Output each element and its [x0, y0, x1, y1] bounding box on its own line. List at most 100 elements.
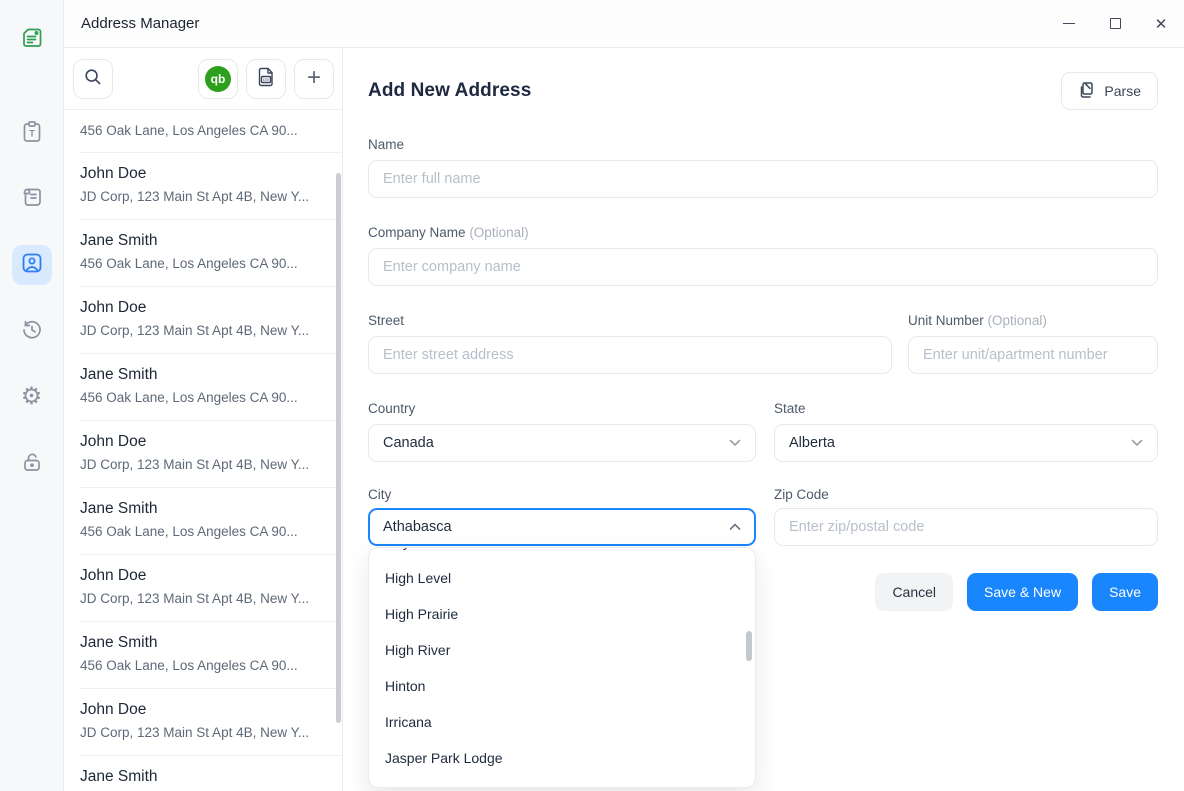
form-actions: Cancel Save & New Save — [368, 573, 1158, 611]
field-zip: Zip Code — [774, 462, 1158, 546]
titlebar: Address Manager ✕ — [64, 0, 1184, 48]
divider — [80, 755, 342, 756]
field-country: Country Canada — [368, 374, 756, 462]
optional-tag: (Optional) — [987, 313, 1047, 328]
rail-item-settings[interactable]: ⚙ — [12, 377, 52, 417]
parse-button[interactable]: Parse — [1061, 72, 1158, 110]
plus-icon: + — [306, 63, 321, 91]
csv-file-icon: csv — [255, 66, 277, 91]
window-controls: ✕ — [1046, 0, 1184, 47]
sidebar-actions: qb csv + — [198, 58, 334, 99]
field-state: State Alberta — [774, 374, 1158, 462]
save-button[interactable]: Save — [1092, 573, 1158, 611]
note-tag-icon — [19, 25, 45, 56]
svg-text:T: T — [29, 128, 35, 139]
street-input[interactable] — [368, 336, 892, 374]
contact-item[interactable]: Jane Smith 456 Oak Lane, Los Angeles CA … — [80, 232, 298, 271]
city-option[interactable]: High River — [385, 642, 451, 658]
field-company: Company Name (Optional) — [368, 224, 1158, 286]
optional-tag: (Optional) — [469, 225, 529, 240]
rail-item-history[interactable] — [12, 312, 52, 352]
close-button[interactable]: ✕ — [1138, 0, 1184, 47]
minimize-button[interactable] — [1046, 0, 1092, 47]
contact-item[interactable]: 456 Oak Lane, Los Angeles CA 90... — [80, 123, 298, 138]
unit-input[interactable] — [908, 336, 1158, 374]
rail-item-notes[interactable] — [12, 20, 52, 60]
field-name: Name — [368, 136, 1158, 198]
quickbooks-import-button[interactable]: qb — [198, 58, 238, 99]
contacts-sidebar: qb csv + 456 Oak Lane, Los Angeles C — [64, 48, 343, 791]
contact-list: 456 Oak Lane, Los Angeles CA 90... John … — [64, 110, 342, 791]
name-input[interactable] — [368, 160, 1158, 198]
city-option[interactable]: Jasper Park Lodge — [385, 750, 503, 766]
sidebar-toolbar: qb csv + — [64, 48, 342, 110]
quickbooks-icon: qb — [205, 65, 231, 92]
city-option[interactable]: High Prairie — [385, 606, 459, 622]
country-label: Country — [368, 401, 416, 416]
city-dropdown: Hay Lakes High Level High Prairie High R… — [368, 547, 756, 788]
divider — [80, 487, 342, 488]
field-city: City Athabasca — [368, 462, 756, 546]
state-select[interactable]: Alberta — [774, 424, 1158, 462]
clipboard-text-icon: T — [19, 119, 45, 150]
divider — [80, 286, 342, 287]
city-option[interactable]: Irricana — [385, 714, 432, 730]
cancel-button[interactable]: Cancel — [875, 573, 954, 611]
dropdown-scrollbar[interactable] — [746, 631, 752, 661]
maximize-button[interactable] — [1092, 0, 1138, 47]
search-icon — [83, 67, 103, 90]
page-title: Add New Address — [368, 80, 532, 101]
maximize-icon — [1109, 18, 1121, 29]
add-address-button[interactable]: + — [294, 58, 334, 99]
history-icon — [19, 317, 45, 348]
contacts-icon — [19, 250, 45, 281]
divider — [80, 353, 342, 354]
city-option[interactable]: Hinton — [385, 678, 426, 694]
row-city-zip: City Athabasca Zip Code — [368, 462, 1158, 546]
save-and-new-button[interactable]: Save & New — [967, 573, 1079, 611]
rail-item-contacts[interactable] — [11, 245, 52, 285]
row-country-state: Country Canada State Alberta — [368, 374, 1158, 462]
contact-item[interactable]: Jane Smith 456 Oak Lane, Los Angeles CA … — [80, 366, 298, 405]
app-title: Address Manager — [81, 15, 200, 32]
city-select[interactable]: Athabasca — [368, 508, 756, 546]
contact-item[interactable]: John Doe JD Corp, 123 Main St Apt 4B, Ne… — [80, 701, 310, 740]
icon-rail: T — [0, 0, 64, 791]
divider — [80, 621, 342, 622]
field-street: Street — [368, 286, 892, 374]
unlock-icon — [19, 449, 45, 480]
city-label: City — [368, 487, 392, 502]
divider — [80, 554, 342, 555]
contact-list-scrollbar[interactable] — [336, 173, 341, 723]
divider — [80, 420, 342, 421]
chevron-down-icon — [1131, 435, 1143, 451]
contact-item[interactable]: Jane Smith 456 Oak Lane, Los Angeles CA … — [80, 500, 298, 539]
rail-item-receipts[interactable] — [12, 179, 52, 219]
contact-item[interactable]: Jane Smith 456 Oak Lane, Los Angeles CA … — [80, 634, 298, 673]
divider — [80, 688, 342, 689]
country-select[interactable]: Canada — [368, 424, 756, 462]
chevron-down-icon — [729, 435, 741, 451]
company-input[interactable] — [368, 248, 1158, 286]
city-option[interactable]: High Level — [385, 570, 452, 586]
zip-label: Zip Code — [774, 487, 829, 502]
contact-item[interactable]: John Doe JD Corp, 123 Main St Apt 4B, Ne… — [80, 299, 310, 338]
settings-gear-icon: ⚙ — [20, 383, 43, 410]
csv-import-button[interactable]: csv — [246, 58, 286, 99]
divider — [80, 152, 342, 153]
contact-item[interactable]: Jane Smith 456 Oak Ave, Toronto ON M5V 2… — [80, 768, 158, 785]
contact-item[interactable]: John Doe JD Corp, 123 Main St Apt 4B, Ne… — [80, 165, 310, 204]
rail-item-clipboard[interactable]: T — [12, 114, 52, 154]
company-label: Company Name (Optional) — [368, 225, 529, 240]
svg-text:csv: csv — [263, 77, 270, 82]
state-label: State — [774, 401, 806, 416]
field-unit: Unit Number (Optional) — [908, 286, 1158, 374]
city-option[interactable]: Hay Lakes — [369, 548, 755, 560]
add-address-panel: Add New Address Parse Name Company Name … — [343, 48, 1184, 791]
contact-item[interactable]: John Doe JD Corp, 123 Main St Apt 4B, Ne… — [80, 433, 310, 472]
search-button[interactable] — [73, 58, 113, 99]
street-label: Street — [368, 313, 405, 328]
rail-item-lock[interactable] — [12, 444, 52, 484]
zip-input[interactable] — [774, 508, 1158, 546]
contact-item[interactable]: John Doe JD Corp, 123 Main St Apt 4B, Ne… — [80, 567, 310, 606]
